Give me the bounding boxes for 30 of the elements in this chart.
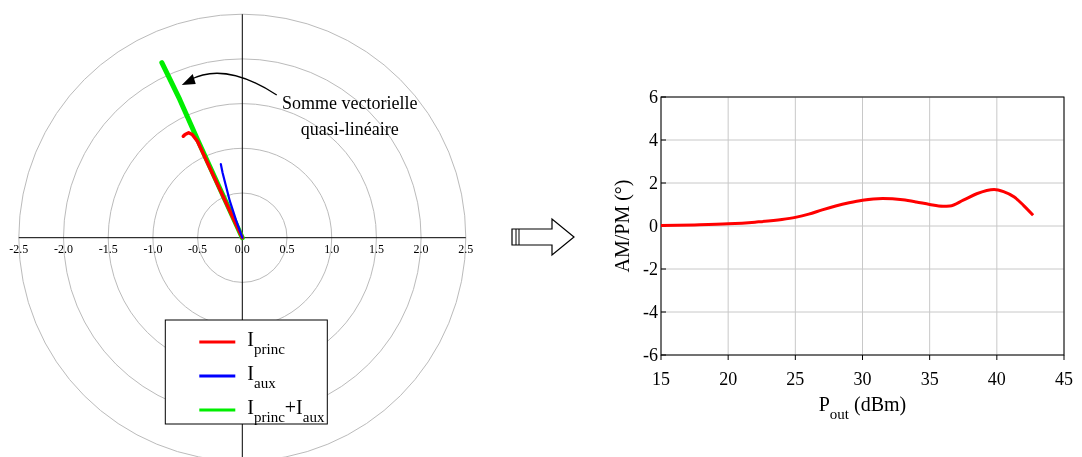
x-tick-label: -2.5 — [9, 241, 29, 256]
y-axis-title: AM/PM (°) — [611, 179, 634, 273]
x-tick-label: 2.5 — [458, 241, 474, 256]
legend-label: I$_{aux}$ — [247, 362, 277, 391]
x-tick-label: 30 — [853, 369, 872, 389]
x-tick-label: 0.5 — [279, 241, 295, 256]
y-tick-label: -6 — [643, 345, 658, 365]
annotation: Somme vectorielle quasi-linéaire — [281, 93, 418, 140]
x-tick-label: -1.0 — [143, 241, 163, 256]
x-axis-title: P$_{out}$ (dBm) — [818, 393, 907, 422]
x-tick-label: 1.0 — [324, 241, 340, 256]
legend-label: I$_{princ}$+I$_{aux}$ — [247, 396, 325, 425]
x-tick-label: 2.0 — [413, 241, 429, 256]
y-tick-label: 0 — [649, 216, 658, 236]
x-tick-label: -0.5 — [188, 241, 208, 256]
legend-label: I$_{princ}$ — [247, 328, 286, 357]
x-tick-label: 20 — [719, 369, 738, 389]
x-tick-label: 45 — [1055, 369, 1073, 389]
x-tick-label: 15 — [652, 369, 670, 389]
x-tick-label: 25 — [786, 369, 805, 389]
y-tick-label: -4 — [643, 302, 658, 322]
y-tick-label: 6 — [649, 87, 658, 107]
x-tick-label: -1.5 — [98, 241, 118, 256]
x-tick-label: 40 — [987, 369, 1006, 389]
y-tick-label: 4 — [649, 130, 658, 150]
x-tick-label: 1.5 — [368, 241, 384, 256]
y-tick-label: -2 — [643, 259, 658, 279]
x-tick-label: -2.0 — [54, 241, 73, 256]
x-tick-label: 35 — [920, 369, 939, 389]
y-tick-label: 2 — [649, 173, 658, 193]
